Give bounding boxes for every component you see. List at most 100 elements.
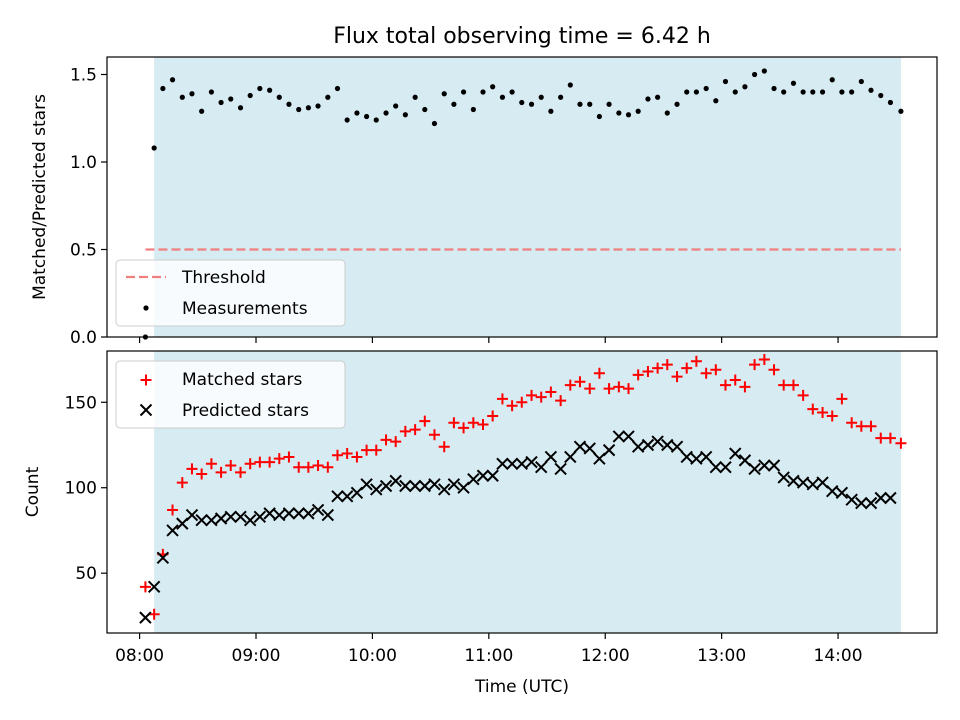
matched-star-marker xyxy=(778,379,790,391)
measurement-point xyxy=(771,85,777,92)
predicted-star-marker xyxy=(147,580,161,594)
predicted-star-marker xyxy=(282,507,296,520)
measurement-point xyxy=(878,92,884,99)
matched-star-marker xyxy=(535,391,547,403)
measurement-point xyxy=(189,91,195,97)
measurement-point xyxy=(674,101,680,107)
matched-star-marker xyxy=(700,367,712,379)
matched-star-marker xyxy=(244,458,256,470)
matched-star-marker xyxy=(555,395,567,407)
matched-star-marker xyxy=(467,417,479,429)
matched-star-marker xyxy=(652,362,664,374)
measurement-point xyxy=(684,89,690,95)
matched-star-marker xyxy=(477,418,489,430)
predicted-star-marker xyxy=(224,510,237,523)
matched-star-marker xyxy=(574,376,586,388)
matched-star-marker xyxy=(409,424,421,436)
matched-star-marker xyxy=(506,400,518,412)
measurement-point xyxy=(228,96,234,102)
top-legend: Threshold Measurements xyxy=(115,259,346,327)
matched-star-marker xyxy=(875,432,887,444)
measurement-point xyxy=(587,101,593,107)
predicted-star-marker xyxy=(690,452,703,465)
legend-predicted-label: Predicted stars xyxy=(182,401,309,421)
matched-star-marker xyxy=(836,393,848,405)
predicted-star-marker xyxy=(864,496,878,510)
y-tick-label: 100 xyxy=(65,479,97,499)
predicted-star-marker xyxy=(612,430,626,443)
predicted-star-marker xyxy=(729,447,742,460)
predicted-star-marker xyxy=(787,474,800,488)
predicted-star-marker xyxy=(234,510,247,523)
measurement-point xyxy=(267,87,273,93)
measurement-point xyxy=(422,106,428,113)
matched-star-marker xyxy=(603,383,615,395)
measurement-point xyxy=(558,94,564,100)
predicted-star-marker xyxy=(428,478,441,491)
top-x-ticks xyxy=(138,337,839,343)
predicted-star-marker xyxy=(476,469,490,482)
y-tick-label: 0.5 xyxy=(70,241,97,261)
predicted-star-marker xyxy=(573,440,587,453)
measurement-point xyxy=(276,94,282,100)
matched-star-marker xyxy=(419,415,431,427)
predicted-star-marker xyxy=(139,611,152,624)
matched-star-marker xyxy=(428,429,440,441)
measurement-point xyxy=(898,108,904,114)
matched-star-marker xyxy=(458,422,470,434)
matched-star-marker xyxy=(380,434,392,446)
predicted-star-marker xyxy=(379,479,393,493)
measurement-point xyxy=(344,117,350,123)
y-tick-label: 150 xyxy=(65,393,97,413)
matched-star-marker xyxy=(545,386,557,398)
predicted-star-marker xyxy=(641,438,655,452)
predicted-star-marker xyxy=(525,455,538,469)
matched-star-marker xyxy=(526,389,538,401)
measurement-point xyxy=(179,94,185,100)
predicted-star-marker xyxy=(777,471,790,484)
predicted-star-marker xyxy=(438,483,451,496)
legend-matched-swatch xyxy=(140,374,152,386)
predicted-star-marker xyxy=(806,478,819,491)
matched-star-marker xyxy=(710,364,722,376)
measurement-point xyxy=(742,84,748,90)
x-tick-label: 10:00 xyxy=(348,646,397,666)
measurement-point xyxy=(460,89,467,95)
measurement-point xyxy=(237,105,244,111)
predicted-star-marker xyxy=(845,493,858,506)
y-tick-label: 1.0 xyxy=(70,153,97,173)
matched-star-marker xyxy=(749,359,761,371)
predicted-stars-series xyxy=(139,430,897,624)
y-tick-label: 50 xyxy=(75,564,97,584)
predicted-star-marker xyxy=(292,507,305,520)
predicted-star-marker xyxy=(214,512,228,525)
measurement-point xyxy=(722,78,729,85)
predicted-star-marker xyxy=(311,503,325,517)
predicted-star-marker xyxy=(719,461,732,474)
y-tick-label: 0.0 xyxy=(70,328,97,348)
predicted-star-marker xyxy=(826,484,839,498)
predicted-star-marker xyxy=(554,462,567,476)
predicted-star-marker xyxy=(195,513,208,527)
matched-star-marker xyxy=(215,466,227,478)
matched-star-marker xyxy=(884,432,896,444)
predicted-star-marker xyxy=(631,440,645,453)
bottom-y-axis-label: Count xyxy=(23,466,43,517)
matched-star-marker xyxy=(322,461,334,473)
measurement-point xyxy=(296,106,302,113)
predicted-star-marker xyxy=(515,457,528,471)
predicted-star-marker xyxy=(418,479,432,493)
measurement-point xyxy=(751,71,758,78)
predicted-star-marker xyxy=(699,450,713,464)
matched-star-marker xyxy=(729,374,741,386)
measurement-point xyxy=(567,82,573,88)
measurement-point xyxy=(431,120,438,127)
predicted-star-marker xyxy=(748,462,761,476)
matched-star-marker xyxy=(399,425,411,437)
matched-star-marker xyxy=(254,456,266,468)
matched-star-marker xyxy=(186,463,198,475)
x-tick-label: 09:00 xyxy=(232,646,281,666)
measurement-point xyxy=(363,113,370,120)
measurement-point xyxy=(732,89,738,95)
matched-star-marker xyxy=(390,436,402,448)
